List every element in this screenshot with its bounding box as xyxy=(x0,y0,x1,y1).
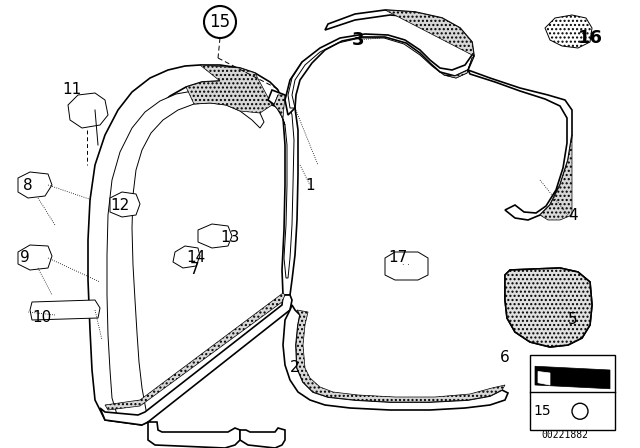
Polygon shape xyxy=(88,65,282,425)
Polygon shape xyxy=(545,15,592,48)
Polygon shape xyxy=(296,310,505,402)
Polygon shape xyxy=(68,93,108,128)
Polygon shape xyxy=(468,70,572,220)
Polygon shape xyxy=(538,371,550,385)
Polygon shape xyxy=(274,95,294,278)
Polygon shape xyxy=(18,172,52,198)
Polygon shape xyxy=(505,268,592,347)
Polygon shape xyxy=(283,305,508,410)
Text: 1: 1 xyxy=(305,177,315,193)
Polygon shape xyxy=(173,246,200,268)
Text: 15: 15 xyxy=(209,13,230,31)
Text: 00221882: 00221882 xyxy=(541,430,589,440)
Polygon shape xyxy=(385,10,474,78)
Polygon shape xyxy=(535,366,610,389)
Text: 11: 11 xyxy=(62,82,82,98)
Polygon shape xyxy=(107,90,264,422)
Text: 9: 9 xyxy=(20,250,30,266)
Circle shape xyxy=(572,403,588,419)
Polygon shape xyxy=(105,293,285,410)
Text: 4: 4 xyxy=(568,207,578,223)
Polygon shape xyxy=(18,245,52,270)
Polygon shape xyxy=(186,65,272,113)
Polygon shape xyxy=(100,295,292,425)
Text: 15: 15 xyxy=(533,404,551,418)
Text: 2: 2 xyxy=(290,361,300,375)
Text: 17: 17 xyxy=(388,250,408,266)
Text: 8: 8 xyxy=(23,177,33,193)
Polygon shape xyxy=(198,224,232,248)
Polygon shape xyxy=(148,422,240,448)
Text: 13: 13 xyxy=(220,229,240,245)
Polygon shape xyxy=(268,90,298,295)
Text: 16: 16 xyxy=(577,29,602,47)
Text: 7: 7 xyxy=(190,263,200,277)
Text: 10: 10 xyxy=(33,310,52,326)
Text: 3: 3 xyxy=(352,31,364,49)
Polygon shape xyxy=(105,418,150,425)
Polygon shape xyxy=(540,135,572,220)
Polygon shape xyxy=(240,428,285,448)
Polygon shape xyxy=(505,268,592,347)
Polygon shape xyxy=(30,300,100,320)
Polygon shape xyxy=(110,192,140,217)
Text: · ·: · · xyxy=(402,262,410,271)
Text: 6: 6 xyxy=(500,350,510,366)
Polygon shape xyxy=(285,10,474,115)
Text: 12: 12 xyxy=(110,198,130,212)
Polygon shape xyxy=(385,252,428,280)
Text: 14: 14 xyxy=(186,250,205,266)
Text: 5: 5 xyxy=(568,313,578,327)
Polygon shape xyxy=(274,95,285,125)
